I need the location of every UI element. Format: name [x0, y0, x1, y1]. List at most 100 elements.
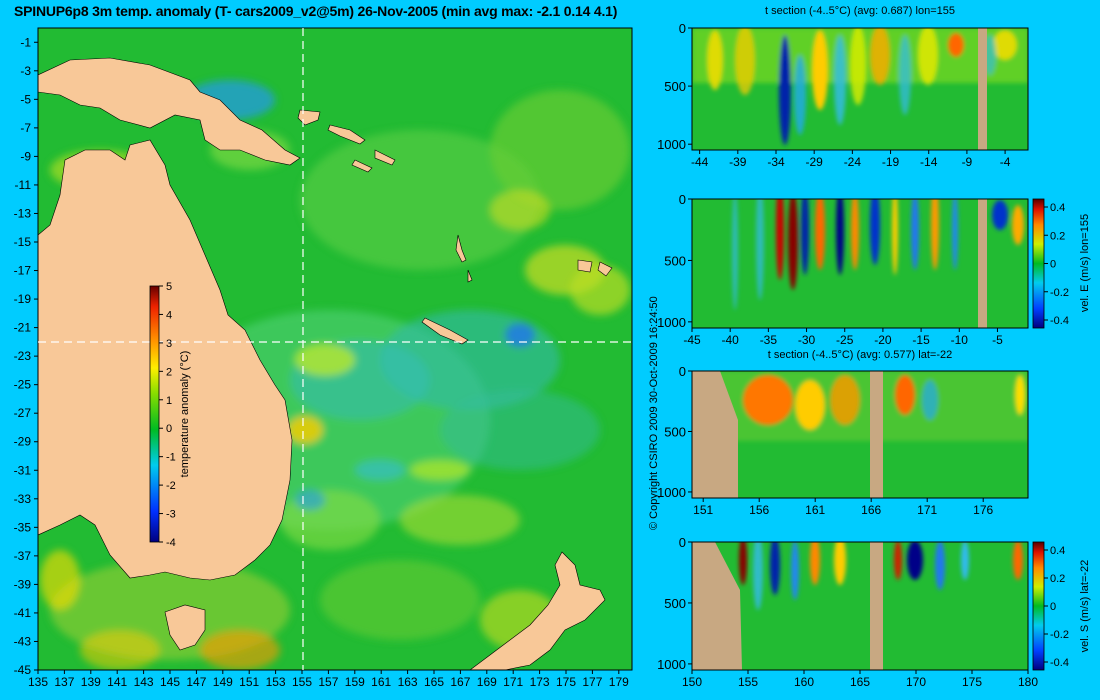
map-y-tick-label: -17 — [14, 264, 32, 278]
land-new-caledonia — [421, 317, 469, 345]
map-y-tick-label: -9 — [20, 149, 31, 163]
map-y-axis: -1 -3 -5 -7 -9 -11 -13 -15 -17 -19 -21 -23 -25 -27 -29… — [14, 35, 38, 677]
panel1-x-tick-label: -14 — [920, 155, 938, 169]
panel4-cb-tick-label: -0.4 — [1050, 657, 1069, 669]
figure-title: SPINUP6p8 3m temp. anomaly (T- cars2009_… — [14, 3, 618, 19]
map-cb-tick-label: -3 — [166, 509, 176, 521]
map-cb-tick-label: -2 — [166, 480, 176, 492]
panel4-colorbar-ramp — [1032, 541, 1045, 671]
map-y-tick-label: -39 — [14, 577, 32, 591]
panel1-x-tick-label: -39 — [729, 155, 747, 169]
panel3-y-tick-label: 1000 — [657, 485, 686, 500]
panel4: 150 155 160 165 170 175 180 0 500 1000 0.4 0.2 0 -0.… — [657, 535, 1091, 689]
map-field — [38, 28, 632, 670]
panel1-y-tick-label: 1000 — [657, 137, 686, 152]
map-x-tick-label: 139 — [81, 675, 101, 689]
map-y-tick-label: -41 — [14, 606, 32, 620]
map-y-tick-label: -29 — [14, 435, 32, 449]
map-cb-tick-label: -4 — [166, 537, 176, 549]
map-y-tick-label: -27 — [14, 406, 32, 420]
map-x-tick-label: 135 — [28, 675, 48, 689]
map-panel: -1-3-5-7-9-11-13-15-17-19-21-23-25-27-29… — [14, 27, 633, 689]
panel1: -44 -39 -34 -29 -24 -19 -14 -9 -4 0 500 1000 — [657, 21, 1029, 169]
map-colorbar-ramp — [149, 285, 160, 543]
map-y-tick-label: -13 — [14, 206, 32, 220]
map-x-tick-label: 161 — [371, 675, 391, 689]
map-y-tick-label: -11 — [15, 178, 32, 192]
panel3-y-tick-label: 500 — [664, 424, 686, 439]
map-y-tick-label: -25 — [14, 378, 32, 392]
panel2-y-tick-label: 0 — [679, 192, 686, 207]
panel3-x-tick-label: 156 — [749, 503, 769, 517]
panel3-x-tick-label: 166 — [861, 503, 881, 517]
panel2-x-tick-label: -10 — [951, 333, 969, 347]
map-x-tick-label: 159 — [345, 675, 365, 689]
map-y-tick-label: -15 — [14, 235, 32, 249]
panel2-cb-tick-label: 0.2 — [1050, 230, 1065, 242]
panel2-x-tick-label: -15 — [912, 333, 930, 347]
panel2-x-tick-label: -35 — [760, 333, 778, 347]
panel2-y-tick-label: 500 — [664, 253, 686, 268]
land-solomons — [327, 124, 396, 173]
panel1-x-tick-label: -34 — [767, 155, 785, 169]
map-x-tick-label: 165 — [424, 675, 444, 689]
panel4-axes: 150 155 160 165 170 175 180 0 500 1000 — [657, 535, 1038, 689]
map-y-tick-label: -45 — [14, 663, 32, 677]
panel2-x-tick-label: -20 — [874, 333, 892, 347]
map-y-tick-label: -35 — [14, 520, 32, 534]
map-frame — [37, 27, 633, 671]
map-cb-tick-label: 5 — [166, 281, 172, 293]
panel2-x-tick-label: -45 — [683, 333, 701, 347]
panel2-colorbar-ticks: 0.4 0.2 0 -0.2 -0.4 — [1044, 202, 1069, 327]
panel3-land-ridge — [870, 371, 883, 498]
map-x-tick-label: 171 — [503, 675, 523, 689]
panel2-x-tick-label: -40 — [722, 333, 740, 347]
panel1-x-tick-label: -24 — [844, 155, 862, 169]
map-x-tick-label: 151 — [239, 675, 259, 689]
map-colorbar-ticks: 5 4 3 2 1 0 -1 -2 -3 -4 — [159, 281, 176, 549]
map-y-tick-label: -1 — [20, 35, 31, 49]
map-y-tick-label: -19 — [14, 292, 32, 306]
panel2-cb-tick-label: -0.2 — [1050, 287, 1069, 299]
map-y-tick-label: -43 — [14, 634, 32, 648]
land-areas — [38, 57, 613, 670]
map-x-tick-label: 145 — [160, 675, 180, 689]
panel4-x-tick-label: 160 — [794, 675, 814, 689]
panel1-title: t section (-4..5°C) (avg: 0.687) lon=155 — [765, 5, 955, 17]
panel1-y-tick-label: 500 — [664, 79, 686, 94]
panel3-axes: 151 156 161 166 171 176 0 500 1000 — [657, 364, 993, 517]
panel4-cb-tick-label: 0.4 — [1050, 545, 1065, 557]
panel4-colorbar-ticks: 0.4 0.2 0 -0.2 -0.4 — [1044, 545, 1069, 669]
map-cb-tick-label: 3 — [166, 338, 172, 350]
map-x-tick-label: 141 — [107, 675, 127, 689]
panel1-axes: -44 -39 -34 -29 -24 -19 -14 -9 -4 0 500 1000 — [657, 21, 1011, 169]
map-x-tick-label: 173 — [530, 675, 550, 689]
panel4-y-tick-label: 1000 — [657, 657, 686, 672]
panel1-x-tick-label: -44 — [691, 155, 709, 169]
panel3-y-tick-label: 0 — [679, 364, 686, 379]
panel4-land-ridge — [870, 542, 883, 670]
panel4-cb-tick-label: 0.2 — [1050, 573, 1065, 585]
map-colorbar: 5 4 3 2 1 0 -1 -2 -3 -4 temperature anomaly (°C) — [149, 281, 191, 549]
map-x-tick-label: 149 — [213, 675, 233, 689]
map-x-tick-label: 155 — [292, 675, 312, 689]
panel4-x-tick-label: 175 — [962, 675, 982, 689]
panel4-x-tick-label: 165 — [850, 675, 870, 689]
map-y-tick-label: -5 — [20, 92, 31, 106]
panel2-x-tick-label: -5 — [992, 333, 1003, 347]
map-y-tick-label: -7 — [20, 121, 31, 135]
panel2-cb-tick-label: 0 — [1050, 259, 1056, 271]
panel4-land-shelf — [692, 542, 742, 670]
panel1-x-tick-label: -19 — [882, 155, 900, 169]
panel2-x-tick-label: -30 — [798, 333, 816, 347]
panel2-cb-tick-label: 0.4 — [1050, 202, 1065, 214]
map-y-tick-label: -33 — [14, 492, 32, 506]
panel1-land — [978, 28, 987, 150]
panel1-x-tick-label: -4 — [1000, 155, 1011, 169]
panel2-cb-tick-label: -0.4 — [1050, 315, 1069, 327]
panel4-x-tick-label: 150 — [682, 675, 702, 689]
panel2-colorbar-ramp — [1032, 198, 1045, 329]
map-x-tick-label: 169 — [477, 675, 497, 689]
panel4-x-tick-label: 170 — [906, 675, 926, 689]
